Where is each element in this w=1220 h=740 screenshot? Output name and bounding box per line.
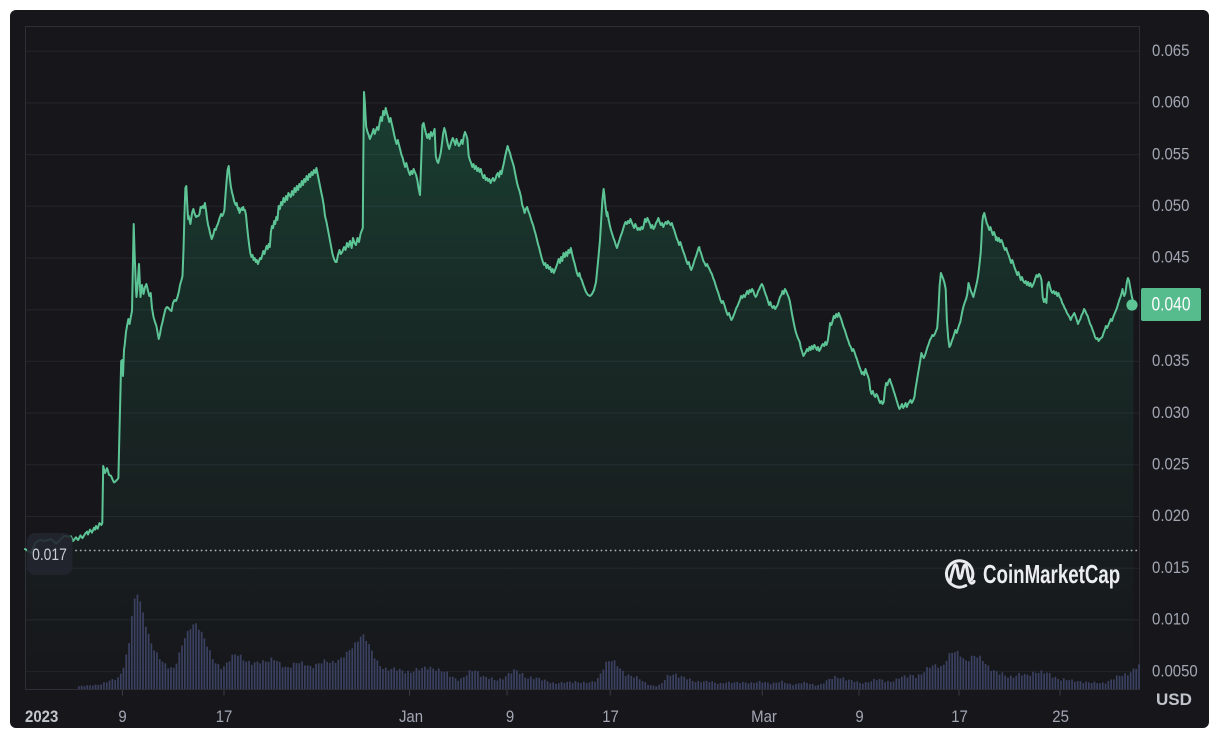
svg-text:Jan: Jan: [399, 708, 423, 726]
svg-text:25: 25: [1052, 708, 1069, 726]
svg-text:0.065: 0.065: [1152, 42, 1190, 60]
svg-text:0.017: 0.017: [32, 546, 67, 565]
svg-text:2023: 2023: [25, 708, 58, 726]
svg-text:0.015: 0.015: [1152, 559, 1190, 577]
svg-text:0.045: 0.045: [1152, 249, 1190, 267]
svg-text:9: 9: [118, 708, 126, 726]
svg-text:0.030: 0.030: [1152, 404, 1190, 422]
svg-text:0.020: 0.020: [1152, 507, 1190, 525]
svg-text:USD: USD: [1156, 690, 1192, 709]
svg-text:0.0050: 0.0050: [1152, 662, 1198, 680]
svg-text:17: 17: [602, 708, 619, 726]
svg-text:0.060: 0.060: [1152, 94, 1190, 112]
svg-text:17: 17: [216, 708, 233, 726]
svg-text:0.035: 0.035: [1152, 352, 1190, 370]
svg-text:0.025: 0.025: [1152, 456, 1190, 474]
svg-text:0.040: 0.040: [1152, 293, 1191, 315]
svg-text:0.010: 0.010: [1152, 611, 1190, 629]
svg-text:CoinMarketCap: CoinMarketCap: [983, 559, 1120, 589]
svg-text:9: 9: [506, 708, 514, 726]
svg-text:9: 9: [855, 708, 863, 726]
svg-text:Mar: Mar: [751, 708, 777, 726]
svg-text:0.050: 0.050: [1152, 197, 1190, 215]
svg-text:17: 17: [951, 708, 968, 726]
svg-text:0.055: 0.055: [1152, 145, 1190, 163]
